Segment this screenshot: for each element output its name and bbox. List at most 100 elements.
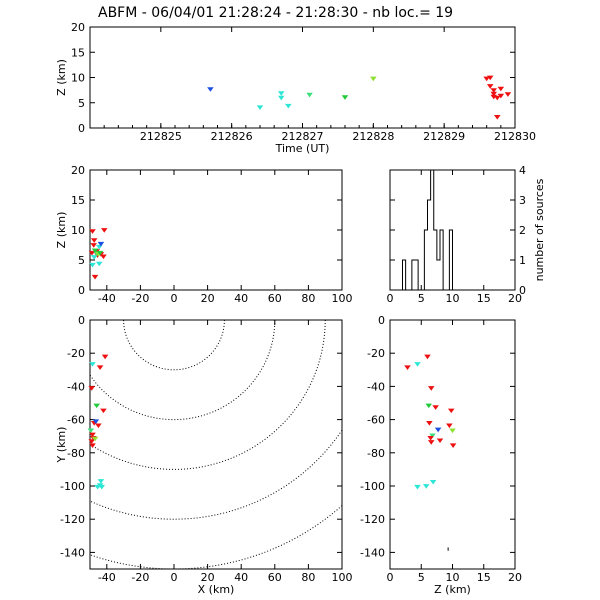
source-point bbox=[93, 403, 100, 409]
x-tick-label: 15 bbox=[477, 571, 491, 584]
source-point bbox=[97, 241, 105, 247]
source-point bbox=[96, 250, 104, 256]
source-point bbox=[429, 479, 437, 485]
source-point bbox=[277, 95, 285, 101]
source-point bbox=[446, 423, 453, 429]
x-y-panel: -40 -20 0 20 40 60 80 100 -140 -120 -100 -80 -60 -40 -… bbox=[55, 314, 353, 596]
source-point bbox=[504, 92, 512, 97]
y-tick-label: 0 bbox=[78, 314, 85, 327]
source-point bbox=[98, 484, 106, 490]
source-point bbox=[285, 103, 292, 109]
y-tick-label: 15 bbox=[71, 194, 85, 207]
x-tick-label: 212828 bbox=[352, 130, 394, 143]
x-tick-label: 212829 bbox=[423, 130, 465, 143]
y-tick-label: 4 bbox=[519, 164, 526, 177]
source-point bbox=[91, 436, 99, 442]
source-point bbox=[207, 87, 214, 92]
source-point bbox=[483, 76, 490, 82]
y-tick-label: -140 bbox=[60, 546, 85, 559]
source-point bbox=[494, 95, 501, 101]
source-point bbox=[486, 84, 494, 89]
source-point bbox=[89, 229, 96, 234]
y-tick-label: -40 bbox=[67, 380, 85, 393]
y-axis-label: number of sources bbox=[533, 178, 546, 281]
y-axis-label: Z (km) bbox=[55, 59, 68, 96]
y-tick-label: -40 bbox=[367, 380, 385, 393]
source-point bbox=[95, 244, 103, 250]
source-point bbox=[97, 479, 105, 484]
source-point bbox=[497, 93, 505, 99]
source-point bbox=[414, 484, 421, 490]
x-tick-label: -20 bbox=[131, 292, 149, 305]
plot-frame bbox=[89, 26, 516, 129]
x-tick-label: 100 bbox=[332, 571, 353, 584]
source-point bbox=[90, 255, 98, 260]
x-tick-label: 5 bbox=[418, 292, 425, 305]
source-point bbox=[370, 76, 377, 82]
source-point bbox=[436, 438, 444, 444]
source-point bbox=[425, 403, 433, 409]
x-tick-label: 20 bbox=[508, 292, 522, 305]
y-axis-label: Z (km) bbox=[55, 212, 68, 249]
x-tick-label: 10 bbox=[446, 292, 460, 305]
source-point bbox=[490, 88, 498, 93]
source-point bbox=[95, 261, 103, 267]
plot-frame bbox=[89, 319, 343, 570]
source-point bbox=[89, 443, 96, 449]
y-tick-label: 5 bbox=[78, 254, 85, 267]
x-tick-label: 212826 bbox=[211, 130, 253, 143]
y-axis-label: Y (km) bbox=[55, 427, 68, 464]
source-point bbox=[422, 484, 430, 489]
y-tick-label: -100 bbox=[360, 480, 385, 493]
source-point bbox=[90, 238, 98, 243]
y-tick-label: -140 bbox=[360, 546, 385, 559]
source-point bbox=[427, 435, 434, 441]
y-tick-label: -80 bbox=[367, 447, 385, 460]
range-ring bbox=[123, 320, 225, 371]
y-tick-label: 10 bbox=[71, 224, 85, 237]
x-tick-label: 60 bbox=[268, 571, 282, 584]
source-point bbox=[256, 105, 264, 110]
source-point bbox=[486, 75, 494, 81]
histogram-bars bbox=[402, 169, 456, 291]
figure-title: ABFM - 06/04/01 21:28:24 - 21:28:30 - nb… bbox=[98, 5, 453, 21]
source-point bbox=[427, 440, 435, 445]
x-tick-label: -40 bbox=[98, 292, 116, 305]
source-point bbox=[88, 250, 96, 256]
y-tick-label: 15 bbox=[71, 46, 85, 59]
x-tick-label: 80 bbox=[301, 292, 315, 305]
source-point bbox=[91, 274, 99, 280]
x-tick-label: 0 bbox=[387, 292, 394, 305]
y-tick-label: -120 bbox=[360, 513, 385, 526]
x-tick-label: 10 bbox=[446, 571, 460, 584]
x-axis-label: Z (km) bbox=[434, 583, 471, 596]
x-tick-label: 0 bbox=[171, 292, 178, 305]
x-tick-label: 212827 bbox=[282, 130, 324, 143]
source-point bbox=[94, 484, 101, 490]
x-tick-label: 212825 bbox=[140, 130, 182, 143]
y-tick-label: -120 bbox=[60, 513, 85, 526]
source-point bbox=[497, 86, 505, 92]
y-tick-label: 20 bbox=[71, 21, 85, 34]
y-tick-label: -100 bbox=[60, 480, 85, 493]
source-point bbox=[429, 433, 436, 439]
source-point bbox=[101, 228, 108, 233]
source-point bbox=[101, 354, 109, 360]
source-point bbox=[100, 254, 107, 260]
source-point bbox=[100, 408, 107, 414]
y-tick-label: 0 bbox=[78, 122, 85, 135]
y-tick-label: -60 bbox=[67, 414, 85, 427]
source-point bbox=[490, 91, 498, 97]
range-rings bbox=[90, 320, 342, 569]
source-point bbox=[87, 428, 95, 434]
x-tick-label: -40 bbox=[98, 571, 116, 584]
x-tick-label: -20 bbox=[131, 571, 149, 584]
y-tick-label: 2 bbox=[519, 224, 526, 237]
source-point bbox=[449, 443, 457, 449]
source-point bbox=[91, 248, 99, 254]
y-tick-label: -20 bbox=[367, 347, 385, 360]
time-height-panel: 212825 212826 212827 212828 212829 212830 0 5 10… bbox=[55, 21, 536, 155]
source-point bbox=[89, 432, 96, 438]
source-point bbox=[427, 386, 435, 391]
